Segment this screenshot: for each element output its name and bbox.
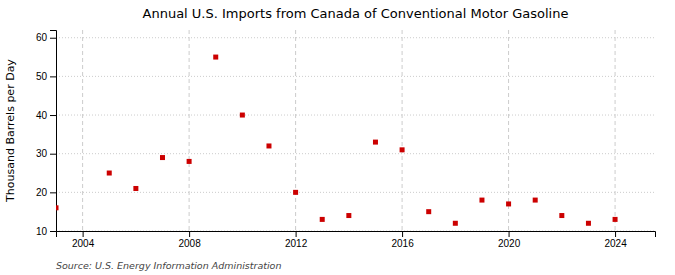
x-tick-label: 2024 [604,238,627,249]
point [533,198,538,203]
point [586,221,591,226]
point [613,217,618,222]
point [240,113,245,118]
point [400,147,405,152]
y-tick-label: 40 [36,110,48,121]
point [506,201,511,206]
x-grid-line [508,30,509,231]
y-tick-label: 30 [36,148,48,159]
point [266,143,271,148]
point [187,159,192,164]
points [56,55,618,226]
x-grid-line [295,30,296,231]
y-grid-line [56,153,655,154]
chart: 2004 2008 2012 2016 2020 2024 10 20 30 40 50 60 Annu… [0,0,675,275]
y-tick: 60 [36,32,56,43]
y-axis-title: Thousand Barrels per Day [4,59,17,203]
x-tick-label: 2004 [72,238,95,249]
y-grid-line [56,76,655,77]
point [479,198,484,203]
x-axis-line [57,232,656,238]
y-tick-label: 60 [36,32,48,43]
x-tick-label: 2012 [285,238,308,249]
y-tick: 50 [36,71,56,82]
x-tick-mark [189,231,190,237]
y-tick-mark [50,76,56,77]
y-tick-mark [50,38,56,39]
point [373,140,378,145]
x-tick-label: 2008 [178,238,201,249]
x-tick: 2016 [391,231,414,249]
x-grid-line [82,30,83,231]
x-tick-mark [296,231,297,237]
y-tick-mark [50,115,56,116]
y-tick: 10 [36,226,56,237]
x-tick: 2012 [285,231,308,249]
x-tick: 2004 [72,231,95,249]
point [56,205,59,210]
y-axis-line [50,31,57,232]
x-tick-mark [509,231,510,237]
y-grid-line [56,115,655,116]
point [160,155,165,160]
x-axis: 2004 2008 2012 2016 2020 2024 [57,231,656,249]
point [453,221,458,226]
y-tick-mark [50,192,56,193]
point [133,186,138,191]
y-axis: 10 20 30 40 50 60 [36,31,57,237]
plot-area: 2004 2008 2012 2016 2020 2024 10 20 30 40 50 60 [36,30,656,249]
x-grid-line [402,30,403,231]
point [426,209,431,214]
x-tick: 2008 [178,231,201,249]
point [293,190,298,195]
y-tick-mark [50,231,56,232]
y-tick: 30 [36,148,56,159]
x-tick-mark [83,231,84,237]
point [559,213,564,218]
x-tick-label: 2016 [391,238,414,249]
x-grid-line [189,30,190,231]
y-tick: 40 [36,110,56,121]
x-grid-line [615,30,616,231]
point [320,217,325,222]
title: Annual U.S. Imports from Canada of Conve… [143,6,569,21]
y-tick-label: 20 [36,187,48,198]
point [107,171,112,176]
source-note: Source: U.S. Energy Information Administ… [56,260,281,271]
y-tick: 20 [36,187,56,198]
x-tick: 2024 [604,231,627,249]
x-tick-label: 2020 [498,238,521,249]
x-tick: 2020 [498,231,521,249]
y-tick-label: 10 [36,226,48,237]
y-tick-mark [50,154,56,155]
grid [56,30,655,231]
x-tick-mark [402,231,403,237]
y-tick-label: 50 [36,71,48,82]
y-grid-line [56,192,655,193]
y-grid-line [56,37,655,38]
x-tick-mark [615,231,616,237]
point [213,55,218,60]
point [346,213,351,218]
